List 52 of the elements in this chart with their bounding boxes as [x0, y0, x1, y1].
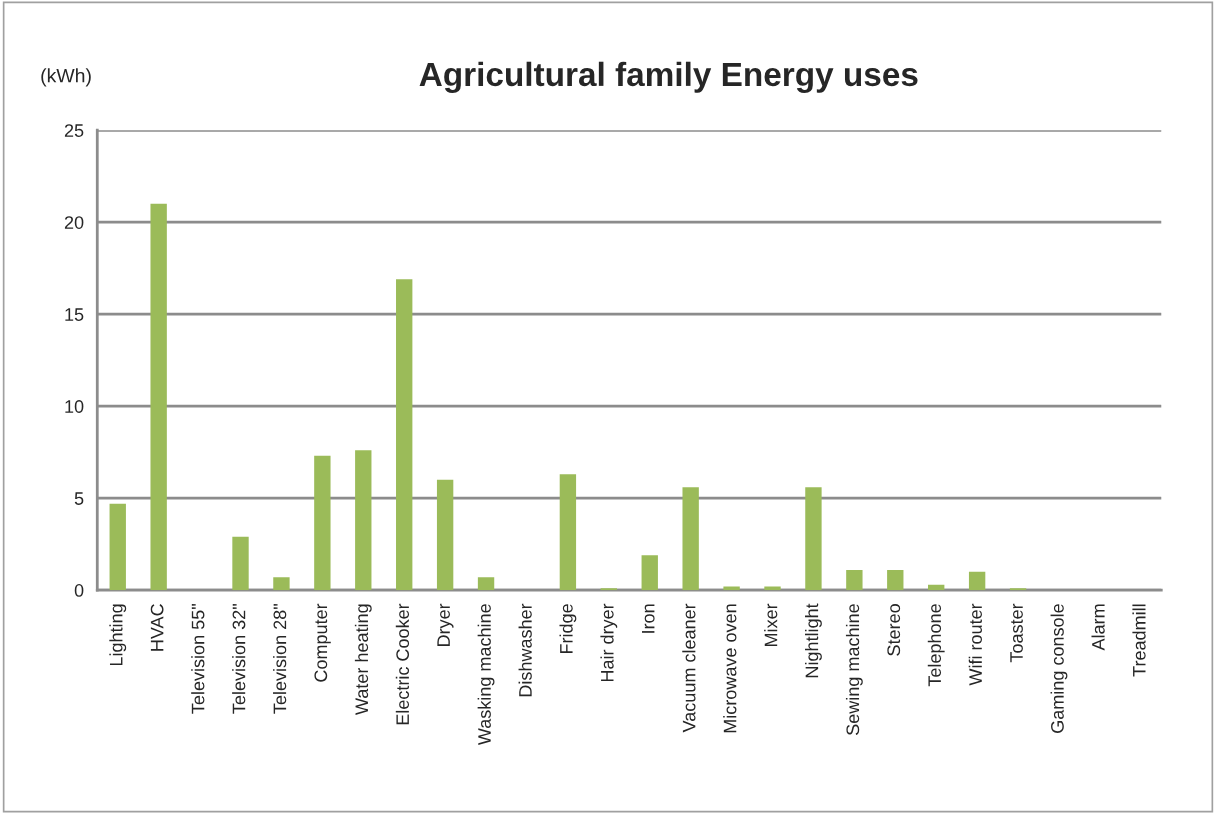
y-tick-label: 0: [74, 584, 84, 597]
x-tick-label: Electric Cooker: [395, 603, 410, 725]
bar: [968, 571, 986, 591]
bar: [273, 577, 290, 591]
x-tick-label: Sewing machine: [845, 604, 863, 735]
y-tick-label: 10: [65, 400, 84, 413]
bar: [436, 479, 454, 591]
y-tick-label: 5: [74, 492, 84, 505]
bar: [682, 487, 699, 591]
bar: [396, 279, 413, 591]
x-tick-label: Stereo: [887, 604, 901, 656]
x-tick-label: Treadmill: [1132, 604, 1146, 677]
bar: [846, 569, 863, 591]
x-tick-label: Toaster: [1010, 603, 1023, 663]
y-tick-label: 25: [64, 124, 84, 137]
x-tick-label: Telephone: [927, 604, 945, 687]
bar: [723, 586, 740, 591]
chart-title: Agricultural family Energy uses: [419, 61, 918, 93]
x-tick-label: Wifi router: [968, 603, 982, 686]
bar: [355, 450, 372, 591]
bar: [887, 569, 904, 591]
x-tick-label: Gaming console: [1050, 604, 1068, 733]
x-tick-label: Dryer: [437, 603, 454, 646]
x-tick-label: Lighting: [109, 604, 127, 666]
x-tick-label: Television 55": [191, 604, 205, 714]
y-axis-title: (kWh): [41, 68, 91, 87]
x-tick-label: Wasking machine: [477, 604, 495, 746]
x-tick-label: HVAC: [150, 604, 164, 651]
bar: [477, 577, 495, 591]
bar: [314, 455, 331, 591]
y-tick-label: 15: [65, 308, 84, 321]
x-tick-label: Microwave oven: [723, 604, 737, 733]
y-tick-label: 20: [64, 216, 84, 229]
bar: [232, 536, 249, 591]
x-tick-label: Computer: [314, 603, 331, 682]
x-tick-label: Alarm: [1091, 604, 1105, 651]
x-tick-label: Hair dryer: [600, 603, 618, 682]
x-tick-label: Television 32": [232, 604, 246, 714]
bar: [805, 487, 822, 591]
x-tick-label: Vacuum cleaner: [682, 603, 696, 733]
x-tick-label: Nightlight: [805, 603, 822, 678]
x-tick-label: Iron: [641, 604, 655, 633]
bar: [109, 503, 126, 591]
bar: [764, 586, 781, 591]
x-tick-label: Television 28": [273, 604, 287, 714]
bar: [150, 203, 167, 591]
x-tick-label: Fridge: [559, 604, 577, 654]
bar: [641, 555, 658, 591]
x-tick-label: Mixer: [764, 603, 778, 646]
x-tick-label: Dishwasher: [518, 603, 532, 697]
bar: [559, 474, 577, 591]
x-tick-label: Water heating: [354, 604, 372, 715]
